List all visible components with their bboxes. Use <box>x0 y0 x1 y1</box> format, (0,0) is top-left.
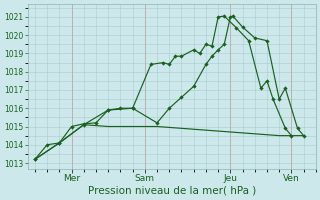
X-axis label: Pression niveau de la mer( hPa ): Pression niveau de la mer( hPa ) <box>88 186 256 196</box>
